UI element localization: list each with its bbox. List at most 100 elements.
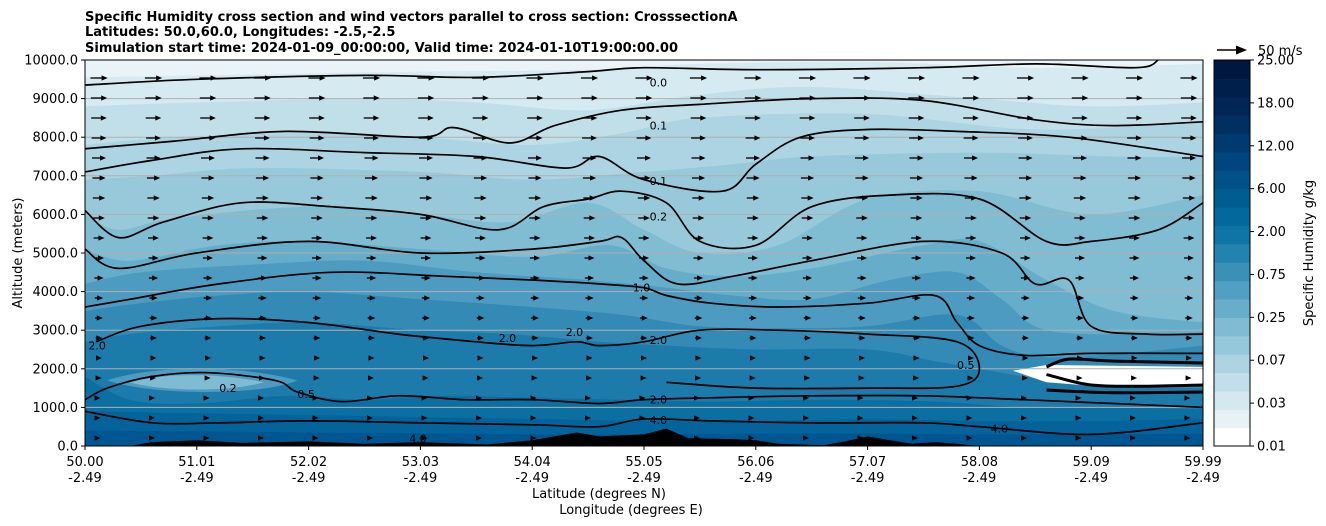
colorbar-segment <box>1214 78 1250 98</box>
wind-arrow <box>93 215 105 221</box>
contour-label: 0.5 <box>957 359 975 372</box>
wind-arrow <box>963 135 979 141</box>
wind-arrow <box>93 235 105 241</box>
colorbar-tick-label: 0.01 <box>1257 440 1286 455</box>
wind-arrow <box>201 195 215 201</box>
wind-arrow <box>585 395 591 401</box>
contour-label: 4.0 <box>991 423 1009 436</box>
wind-arrow <box>802 255 813 261</box>
wind-arrow <box>912 395 918 401</box>
wind-arrow <box>799 95 816 101</box>
contour-label: 0.1 <box>650 120 668 133</box>
wind-arrow <box>802 275 813 281</box>
wind-arrow <box>909 155 924 161</box>
contour-label: 1.0 <box>633 282 651 295</box>
x-tick-latitude: 52.02 <box>290 455 327 470</box>
wind-arrow <box>473 155 488 161</box>
wind-arrow <box>255 175 270 181</box>
wind-arrow <box>259 355 266 361</box>
wind-arrow <box>1021 315 1030 321</box>
wind-arrow <box>421 255 431 261</box>
wind-arrow <box>641 355 647 361</box>
wind-arrow <box>1126 115 1143 121</box>
wind-arrow <box>473 135 488 141</box>
y-tick-label: 3000.0 <box>33 324 79 339</box>
colorbar-tick-label: 0.03 <box>1257 397 1286 412</box>
wind-arrow <box>92 155 106 161</box>
wind-arrow <box>147 195 160 201</box>
wind-arrow <box>95 315 103 321</box>
wind-arrow <box>363 95 380 101</box>
wind-arrow <box>1074 235 1086 241</box>
wind-arrow <box>640 315 648 321</box>
wind-arrow <box>1180 75 1198 81</box>
wind-arrow <box>1182 175 1196 181</box>
wind-arrow <box>150 375 157 381</box>
wind-arrow <box>1022 375 1029 381</box>
wind-arrow <box>690 95 707 101</box>
x-tick-longitude: -2.49 <box>1074 471 1108 486</box>
wind-arrow <box>747 215 759 221</box>
wind-arrow <box>148 275 159 281</box>
colorbar-tick-label: 12.00 <box>1257 139 1294 154</box>
wind-arrow <box>911 275 922 281</box>
wind-arrow <box>804 355 811 361</box>
wind-arrow <box>145 115 162 121</box>
wind-arrow <box>691 175 706 181</box>
wind-arrow <box>312 295 322 301</box>
wind-arrow <box>964 155 978 161</box>
wind-arrow <box>582 155 597 161</box>
wind-arrow <box>1184 255 1194 261</box>
wind-arrow <box>203 275 213 281</box>
wind-arrow <box>144 75 163 81</box>
x-tick-longitude: -2.49 <box>292 471 326 486</box>
wind-arrow <box>367 415 373 421</box>
wind-arrow <box>530 295 540 301</box>
wind-arrow <box>94 395 101 401</box>
wind-arrow <box>692 215 705 221</box>
wind-arrow <box>744 75 762 81</box>
wind-arrow <box>585 435 591 441</box>
colorbar-segment <box>1214 280 1250 300</box>
wind-arrow <box>423 355 429 361</box>
wind-arrow <box>202 215 214 221</box>
wind-arrow <box>421 435 428 441</box>
wind-arrow <box>691 155 706 161</box>
wind-arrow <box>800 135 815 141</box>
wind-arrow <box>1131 335 1138 341</box>
colorbar-segment <box>1214 298 1250 318</box>
x-tick-latitude: 55.05 <box>625 455 662 470</box>
wind-arrow <box>1016 75 1035 81</box>
wind-arrow <box>95 335 103 341</box>
wind-arrow <box>474 195 487 201</box>
wind-arrow <box>1019 195 1032 201</box>
wind-arrow <box>203 255 213 261</box>
wind-arrow <box>745 115 761 121</box>
colorbar-segment <box>1214 151 1250 171</box>
wind-arrow <box>150 335 157 341</box>
chart-title-line-2: Latitudes: 50.0,60.0, Longitudes: -2.5,-… <box>85 25 395 40</box>
wind-arrow <box>693 235 704 241</box>
colorbar-tick-label: 18.00 <box>1257 96 1294 111</box>
wind-vectors <box>90 75 1198 441</box>
wind-arrow <box>368 335 375 341</box>
wind-arrow <box>583 195 596 201</box>
wind-arrow <box>695 335 702 341</box>
wind-arrow <box>309 135 325 141</box>
wind-arrow <box>471 75 490 81</box>
wind-arrow <box>422 335 430 341</box>
wind-arrow <box>528 155 542 161</box>
plot-area: 0.0 0.1 0.1 0.2 1.0 2.0 2.0 4.0 2.0 0.2 0.5 2.0 2.0 0… <box>84 59 1204 447</box>
wind-arrow <box>529 235 541 241</box>
wind-arrow <box>695 375 702 381</box>
wind-arrow <box>419 155 433 161</box>
wind-arrow <box>1127 135 1142 141</box>
wind-arrow <box>95 375 102 381</box>
wind-arrow <box>312 435 319 441</box>
y-tick-label: 6000.0 <box>33 208 79 223</box>
wind-arrow <box>910 215 923 221</box>
wind-arrow <box>476 415 482 421</box>
wind-arrow <box>639 395 646 401</box>
contour-labels: 0.0 0.1 0.1 0.2 1.0 2.0 2.0 4.0 2.0 0.2 0.5 2.0 2.0 0… <box>88 76 1008 445</box>
wind-arrow <box>1185 315 1193 321</box>
